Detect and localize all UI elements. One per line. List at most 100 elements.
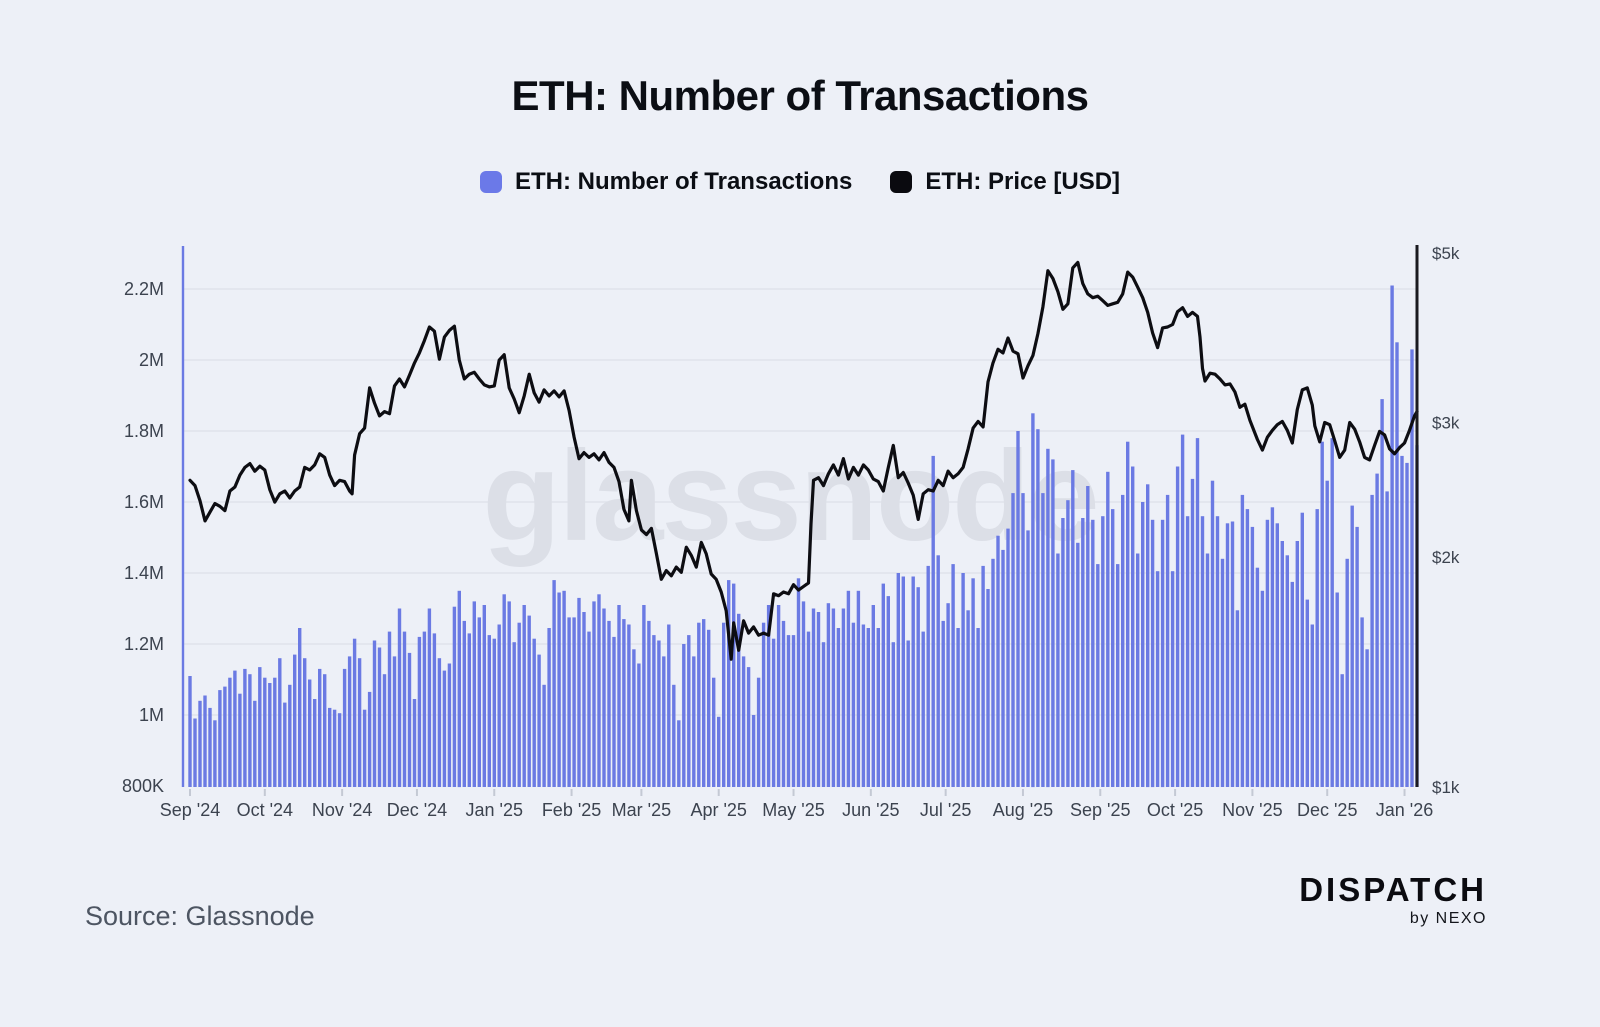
bar [198,700,202,787]
x-axis-label: Nov '25 [1222,800,1282,820]
bar [512,642,516,787]
legend-item-price: ETH: Price [USD] [890,168,1120,196]
y-axis-label-right: $1k [1432,778,1460,797]
bar [472,601,476,787]
bar [846,590,851,788]
bar [642,605,646,787]
bar [313,699,317,787]
bar [652,635,656,787]
bar [223,686,227,787]
bar [1255,567,1260,787]
bar [293,654,297,787]
bar [906,640,910,787]
bar [986,589,990,787]
bar [921,631,925,787]
bar [806,631,811,787]
bar [891,642,895,787]
bar [617,605,621,787]
bar [612,636,616,787]
bar [791,635,796,787]
bar [911,576,915,787]
bar [961,573,965,787]
bar [1056,553,1060,787]
bar [1300,512,1304,787]
bar [1001,549,1005,787]
bar [677,720,681,787]
y-axis-label-left: 1M [139,705,164,725]
bar [213,720,217,787]
bar [352,638,357,787]
bar [886,596,890,787]
bar [228,677,232,787]
bar [303,658,307,787]
bar [901,576,905,787]
bar [1200,516,1205,787]
bar [717,716,721,787]
transactions-swatch-icon [479,171,502,193]
bar [477,617,481,787]
x-axis-label: Nov '24 [312,800,372,820]
bar [392,656,397,787]
bar [766,605,771,787]
bar [702,619,706,787]
bar [1141,502,1145,787]
bar [1225,523,1230,787]
bar [956,628,960,787]
bar [871,605,875,787]
bar [567,617,571,787]
bar [951,564,955,787]
bar [417,636,422,787]
bar [761,622,766,787]
bar [382,674,387,787]
legend-item-transactions: ETH: Number of Transactions [479,168,852,196]
bar [1395,342,1399,788]
bar [402,631,407,787]
bar [1155,571,1160,787]
bar [332,709,337,787]
y-axis-label-right: $2k [1432,548,1460,567]
x-axis-label: Sep '24 [160,800,221,820]
bar [323,674,327,787]
y-axis-label-left: 2.2M [124,279,164,299]
bar [243,668,247,787]
bar [926,565,930,787]
bar [896,573,900,787]
bar [542,684,546,787]
bar [1320,441,1324,787]
bar [737,613,741,787]
bar [527,615,531,787]
bar [1295,541,1299,787]
bar [682,644,686,787]
bar [597,594,601,787]
bar [278,658,282,787]
bar [1205,553,1210,787]
bar [1375,473,1379,787]
bar [1101,516,1105,787]
bar [218,690,222,787]
bar [442,670,447,787]
bar [722,622,726,787]
bar [687,635,691,787]
bar [1385,491,1389,787]
bar [1036,429,1040,787]
bar [826,603,831,787]
bar [1076,542,1080,787]
bar [362,709,367,787]
bar [1096,564,1100,787]
bar [203,695,207,787]
x-axis-label: Aug '25 [993,800,1054,820]
bar [587,631,591,787]
bar [756,677,761,787]
bar [537,654,541,787]
bar [447,663,452,787]
bar [288,684,292,787]
bar [367,691,372,787]
bar [1111,509,1115,787]
bar [273,677,277,787]
legend: ETH: Number of Transactions ETH: Price [… [0,168,1600,196]
y-axis-label-right: $5k [1432,244,1460,263]
bar [387,631,392,787]
bar [851,622,856,787]
bar [522,605,526,787]
